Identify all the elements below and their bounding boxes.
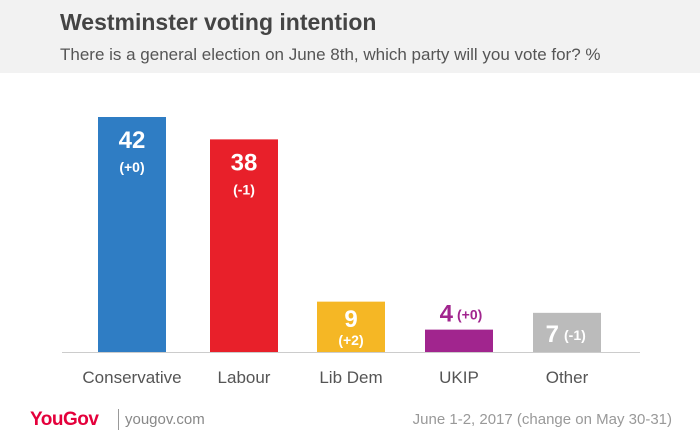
change-label: (+2) [338, 332, 363, 348]
yougov-logo: YouGov [30, 409, 99, 430]
category-label: Lib Dem [319, 368, 382, 387]
chart-title: Westminster voting intention [60, 9, 377, 35]
footer-divider [118, 409, 119, 430]
bar-chart: 42 (+0) Conservative 38 (-1) Labour 9(+2) Lib D… [62, 117, 640, 387]
bar-lib-dem [317, 301, 385, 352]
data-label: 4 [440, 301, 454, 328]
category-label: Other [546, 368, 589, 387]
footer-site: yougov.com [125, 411, 205, 428]
category-label: Conservative [82, 368, 181, 387]
footer-date-note: June 1-2, 2017 (change on May 30-31) [412, 411, 672, 428]
header: Westminster voting intention There is a … [0, 0, 700, 73]
data-label: 42 [119, 127, 146, 154]
change-label: (-1) [233, 181, 255, 197]
change-label: (+0) [457, 307, 482, 323]
data-label: 38 [231, 149, 258, 176]
bar-labour [210, 139, 278, 352]
data-label: 9 [344, 306, 357, 333]
data-label: 7 [546, 321, 559, 348]
bar-ukip [425, 329, 493, 352]
bar-conservative [98, 117, 166, 352]
bar-other [533, 312, 601, 352]
change-label: (+0) [119, 159, 144, 175]
chart-subtitle: There is a general election on June 8th,… [60, 45, 601, 64]
category-label: UKIP [439, 368, 479, 387]
change-label: (-1) [564, 327, 586, 343]
category-label: Labour [218, 368, 271, 387]
